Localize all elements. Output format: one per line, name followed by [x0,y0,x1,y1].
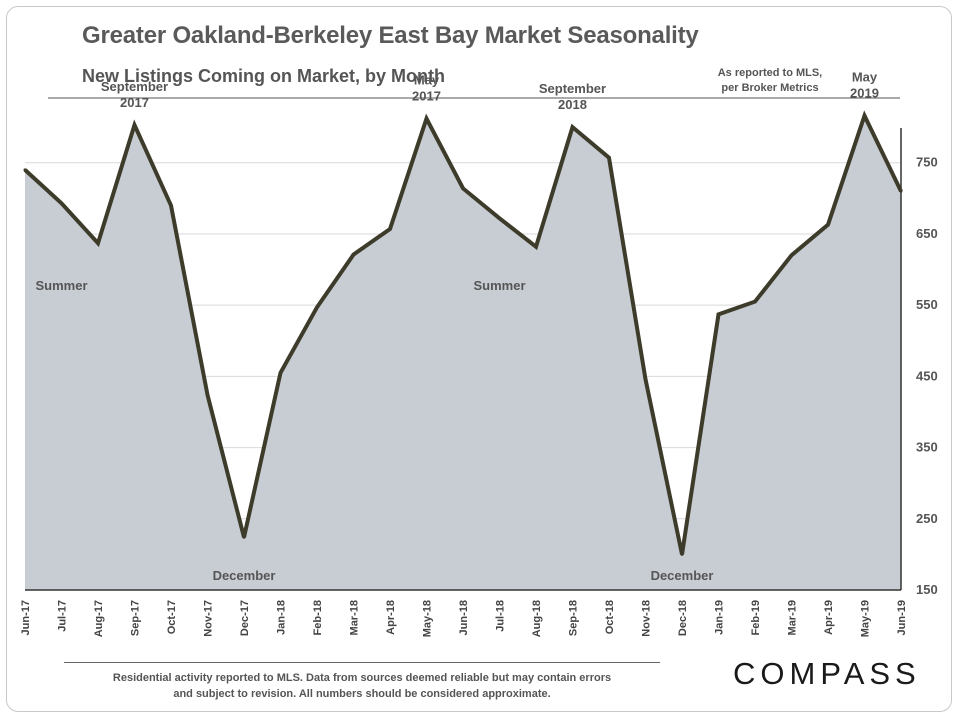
data-point [315,305,319,309]
data-point [644,377,647,381]
annotation-label: September [539,81,606,96]
data-point [753,300,757,304]
annotation-label: May [852,70,878,85]
x-tick-label: Jan-18 [276,600,288,635]
source-note: As reported to MLS, per Broker Metrics [700,66,840,96]
x-tick-label: Dec-17 [239,600,251,636]
data-point [279,371,282,375]
data-point [534,245,538,249]
data-point [826,223,830,227]
source-note-line: per Broker Metrics [721,82,819,94]
y-tick-label: 350 [916,440,938,455]
data-point [352,253,355,257]
x-tick-label: Apr-19 [823,600,835,635]
data-point [96,241,100,245]
x-tick-label: Jun-19 [896,600,908,635]
x-tick-label: Sep-18 [568,600,580,636]
chart-title: Greater Oakland-Berkeley East Bay Market… [82,22,699,49]
data-point [607,156,611,160]
data-point [790,253,793,257]
compass-logo: COMPASS [733,656,921,691]
data-point [571,125,574,129]
source-note-line: As reported to MLS, [717,67,823,79]
annotation-label: Summer [35,278,87,293]
data-point [206,393,209,397]
annotation-label: 2017 [120,95,149,110]
data-point [388,227,392,231]
data-point [863,114,866,118]
data-point [461,186,465,190]
x-tick-label: Oct-17 [166,600,178,634]
footer-note: Residential activity reported to MLS. Da… [64,670,660,702]
x-tick-label: May-19 [860,600,872,637]
x-tick-label: Aug-17 [93,600,105,637]
chart-frame [6,6,952,712]
x-tick-label: Nov-17 [203,600,215,637]
x-tick-label: May-18 [422,600,434,637]
y-tick-label: 150 [916,582,938,597]
annotation-label: 2019 [850,86,879,101]
x-tick-label: Sep-17 [130,600,142,636]
x-tick-label: Mar-18 [349,600,361,635]
data-point [425,117,428,121]
annotation-label: December [213,568,276,583]
annotation-label: Summer [473,278,525,293]
y-tick-label: 750 [916,155,938,170]
x-tick-label: Jul-18 [495,600,507,632]
data-point [133,123,136,127]
footer-note-line: and subject to revision. All numbers sho… [173,688,551,700]
y-tick-label: 450 [916,368,938,383]
x-tick-label: Jun-17 [20,600,32,635]
x-tick-label: Aug-18 [531,600,543,637]
x-tick-label: Jun-18 [458,600,470,635]
y-tick-label: 650 [916,226,938,241]
x-tick-label: Apr-18 [385,600,397,635]
x-tick-label: Oct-18 [604,600,616,634]
data-point [899,189,903,193]
chart-subtitle: New Listings Coming on Market, by Month [82,66,446,86]
footer-rule [64,662,660,663]
x-tick-label: Feb-19 [750,600,762,635]
annotation-label: December [651,568,714,583]
annotation-label: 2017 [412,89,441,104]
annotation-label: 2018 [558,97,587,112]
x-tick-label: Dec-18 [677,600,689,636]
data-point [680,552,684,556]
x-tick-label: Jan-19 [714,600,726,635]
y-tick-label: 550 [916,297,938,312]
area-fill [25,115,901,591]
data-point [242,535,246,539]
data-point [169,203,173,207]
data-point [717,312,720,316]
y-tick-label: 250 [916,511,938,526]
x-tick-label: Feb-18 [312,600,324,635]
data-point [498,216,501,220]
annotation-label: September [101,79,168,94]
y-axis-ticks: 150 250 350 450 550 650 750 [916,155,938,597]
data-point [23,168,27,172]
x-axis-ticks: Jun-17 Jul-17 Aug-17 Sep-17 Oct-17 Nov-17 Dec-… [20,600,908,637]
data-point [60,201,63,205]
x-tick-label: Nov-18 [641,600,653,637]
x-tick-label: Mar-19 [787,600,799,635]
footer-note-line: Residential activity reported to MLS. Da… [112,672,612,684]
x-tick-label: Jul-17 [57,600,69,632]
annotation-label: May [414,73,440,88]
